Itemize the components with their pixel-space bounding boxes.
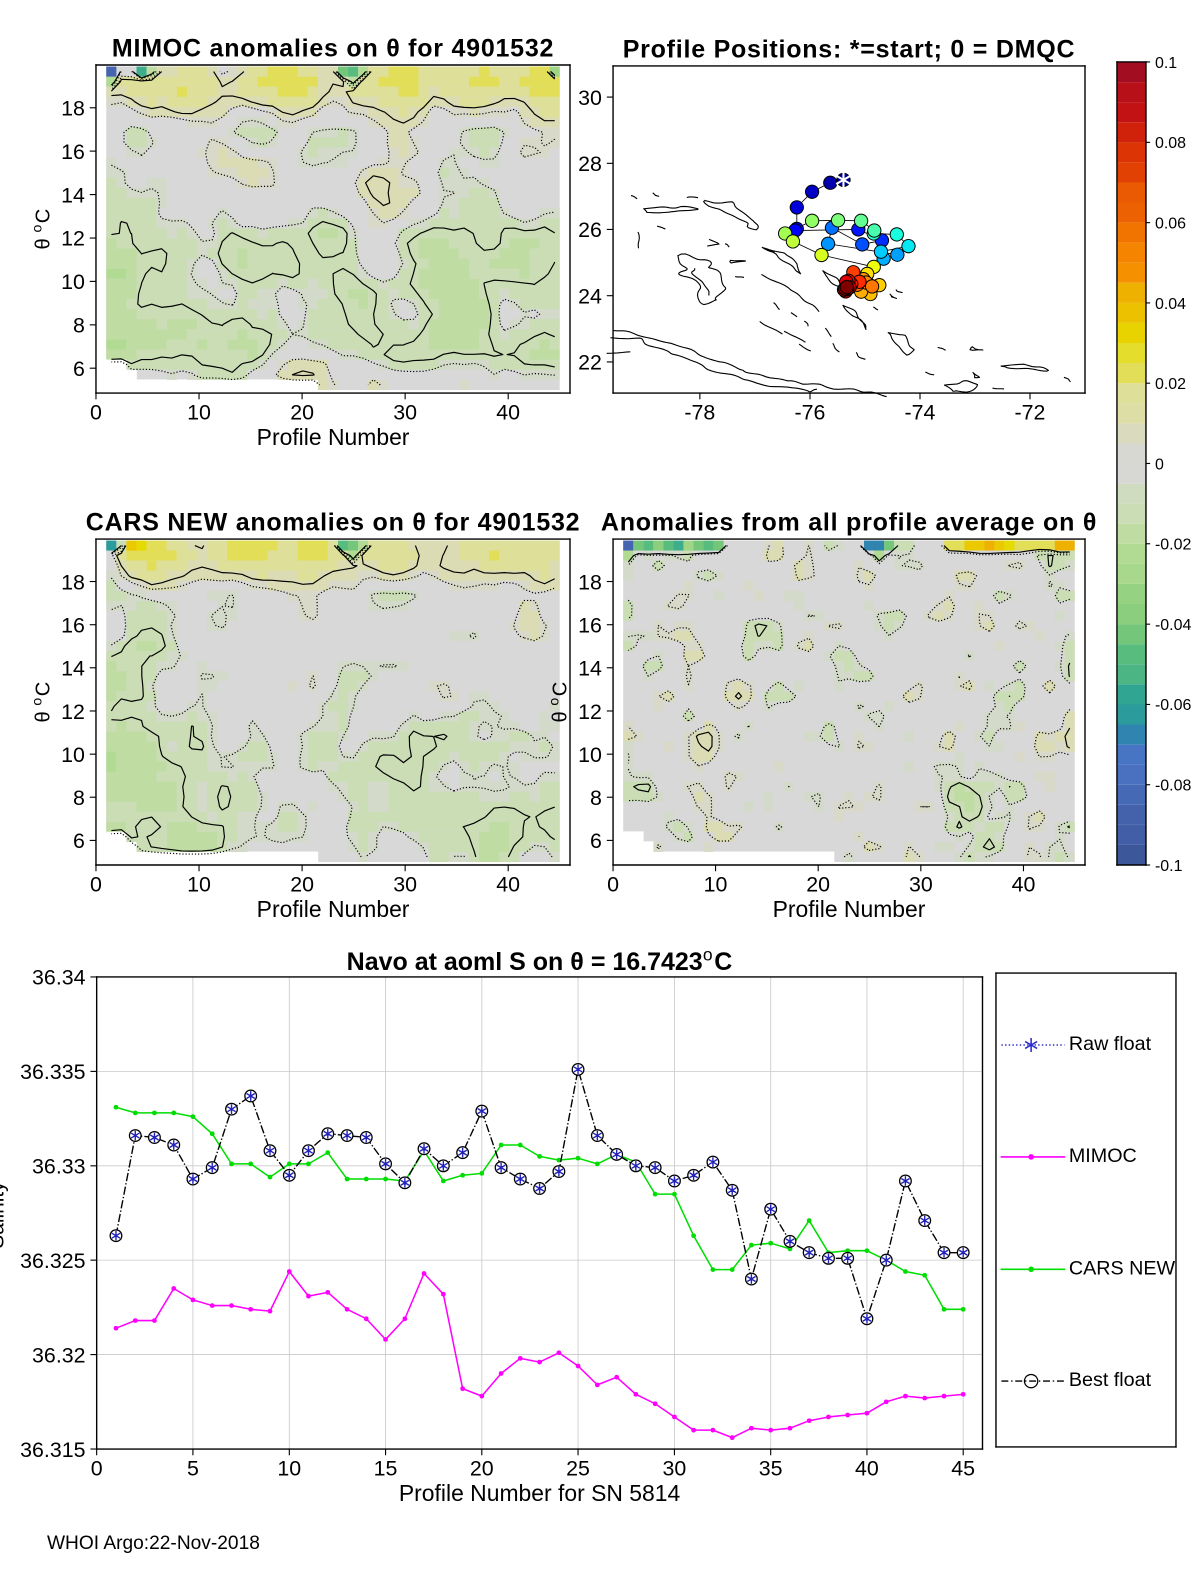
svg-text:Best float: Best float [1069,1369,1152,1391]
svg-text:16: 16 [578,613,602,637]
svg-text:8: 8 [590,786,602,810]
svg-text:40: 40 [496,401,520,425]
svg-text:0.04: 0.04 [1155,296,1186,313]
svg-text:MIMOC: MIMOC [1069,1145,1137,1167]
svg-text:36.315: 36.315 [20,1438,85,1462]
svg-text:6: 6 [73,829,85,853]
svg-text:Raw float: Raw float [1069,1033,1152,1055]
svg-text:35: 35 [759,1457,783,1481]
svg-text:0: 0 [91,1457,103,1481]
svg-text:25: 25 [566,1457,590,1481]
svg-text:8: 8 [73,786,85,810]
svg-text:6: 6 [73,357,85,381]
svg-text:16: 16 [61,613,85,637]
svg-text:0: 0 [90,873,102,897]
svg-text:10: 10 [277,1457,301,1481]
svg-text:-0.04: -0.04 [1155,617,1192,634]
svg-text:-78: -78 [684,401,715,425]
svg-text:CARS NEW: CARS NEW [1069,1257,1176,1279]
svg-text:θCo: θCo [29,682,55,723]
svg-text:12: 12 [61,227,85,251]
svg-text:22: 22 [578,351,602,375]
svg-text:-0.02: -0.02 [1155,537,1192,554]
svg-text:15: 15 [374,1457,398,1481]
svg-text:30: 30 [393,873,417,897]
svg-text:10: 10 [61,270,85,294]
svg-text:10: 10 [187,873,211,897]
svg-text:0.06: 0.06 [1155,215,1186,232]
svg-text:10: 10 [187,401,211,425]
svg-text:18: 18 [578,570,602,594]
svg-text:14: 14 [578,657,602,681]
svg-text:36.325: 36.325 [20,1249,85,1273]
svg-text:CARS NEW anomalies on θ for 49: CARS NEW anomalies on θ for 4901532 [86,509,581,537]
svg-text:36.34: 36.34 [32,966,86,990]
svg-text:5: 5 [187,1457,199,1481]
svg-text:30: 30 [578,86,602,110]
svg-text:-0.1: -0.1 [1155,858,1183,875]
svg-text:45: 45 [951,1457,975,1481]
svg-text:40: 40 [855,1457,879,1481]
svg-text:Profile Number for SN 5814: Profile Number for SN 5814 [399,1480,681,1506]
svg-text:18: 18 [61,97,85,121]
svg-text:20: 20 [806,873,830,897]
svg-text:θCo: θCo [545,682,571,723]
svg-text:-74: -74 [905,401,936,425]
svg-text:-0.08: -0.08 [1155,778,1192,795]
svg-text:36.33: 36.33 [32,1155,86,1179]
svg-text:Anomalies from all profile ave: Anomalies from all profile average on θ [601,509,1097,537]
svg-text:16: 16 [61,140,85,164]
svg-text:14: 14 [61,657,85,681]
svg-text:8: 8 [73,314,85,338]
svg-text:20: 20 [290,401,314,425]
svg-text:Profile Positions: *=start; 0: Profile Positions: *=start; 0 = DMQC [623,36,1076,64]
svg-text:θCo: θCo [29,209,55,250]
svg-text:6: 6 [590,829,602,853]
svg-text:36.32: 36.32 [32,1343,86,1367]
svg-text:0.1: 0.1 [1155,55,1177,72]
svg-text:18: 18 [61,570,85,594]
svg-text:30: 30 [393,401,417,425]
svg-text:Profile Number: Profile Number [773,896,926,922]
svg-text:0.08: 0.08 [1155,135,1186,152]
svg-text:10: 10 [578,743,602,767]
svg-text:20: 20 [470,1457,494,1481]
svg-text:MIMOC anomalies on θ for 49015: MIMOC anomalies on θ for 4901532 [112,35,554,63]
svg-text:14: 14 [61,183,85,207]
svg-text:Profile Number: Profile Number [257,896,410,922]
svg-text:-72: -72 [1015,401,1046,425]
svg-text:10: 10 [704,873,728,897]
svg-text:0: 0 [1155,456,1164,473]
svg-text:30: 30 [663,1457,687,1481]
svg-text:12: 12 [578,700,602,724]
svg-text:20: 20 [290,873,314,897]
svg-text:30: 30 [909,873,933,897]
svg-text:0: 0 [90,401,102,425]
svg-text:28: 28 [578,152,602,176]
svg-text:-0.06: -0.06 [1155,697,1192,714]
svg-text:WHOI Argo:22-Nov-2018: WHOI Argo:22-Nov-2018 [47,1533,260,1554]
svg-text:12: 12 [61,700,85,724]
svg-text:36.335: 36.335 [20,1060,85,1084]
svg-text:-76: -76 [795,401,826,425]
svg-text:10: 10 [61,743,85,767]
svg-text:Salinity: Salinity [0,1181,8,1249]
svg-text:Profile Number: Profile Number [257,424,410,450]
svg-text:0.02: 0.02 [1155,376,1186,393]
svg-text:40: 40 [496,873,520,897]
svg-text:40: 40 [1012,873,1036,897]
svg-text:24: 24 [578,284,602,308]
svg-text:26: 26 [578,218,602,242]
svg-text:0: 0 [607,873,619,897]
